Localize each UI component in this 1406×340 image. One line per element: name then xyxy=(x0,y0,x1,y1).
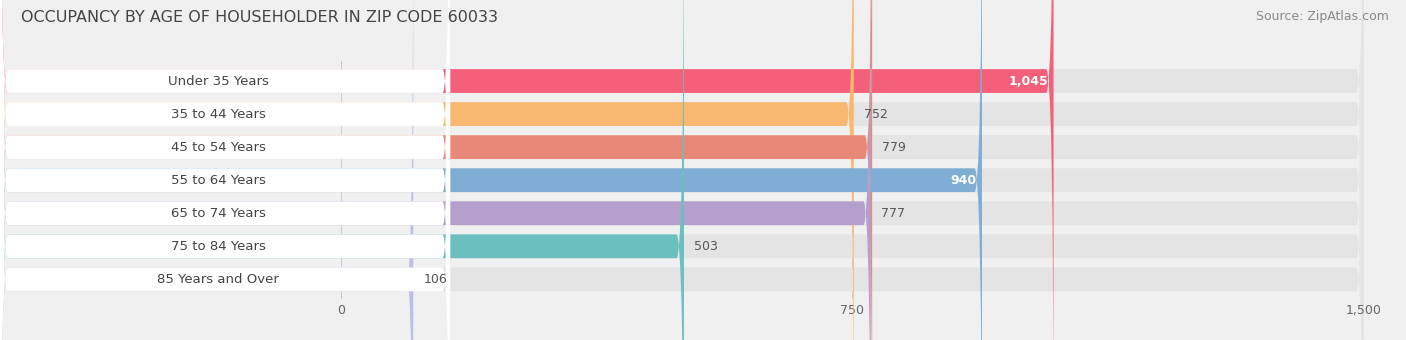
Text: 45 to 54 Years: 45 to 54 Years xyxy=(170,141,266,154)
FancyBboxPatch shape xyxy=(0,0,1053,340)
Text: Under 35 Years: Under 35 Years xyxy=(167,74,269,87)
FancyBboxPatch shape xyxy=(0,0,450,340)
Text: OCCUPANCY BY AGE OF HOUSEHOLDER IN ZIP CODE 60033: OCCUPANCY BY AGE OF HOUSEHOLDER IN ZIP C… xyxy=(21,10,498,25)
FancyBboxPatch shape xyxy=(0,0,853,340)
FancyBboxPatch shape xyxy=(0,0,870,340)
Text: 777: 777 xyxy=(882,207,905,220)
Text: 65 to 74 Years: 65 to 74 Years xyxy=(170,207,266,220)
FancyBboxPatch shape xyxy=(0,0,413,340)
Text: 106: 106 xyxy=(423,273,447,286)
FancyBboxPatch shape xyxy=(0,0,1364,340)
Text: Source: ZipAtlas.com: Source: ZipAtlas.com xyxy=(1256,10,1389,23)
FancyBboxPatch shape xyxy=(0,0,1364,340)
Text: 85 Years and Over: 85 Years and Over xyxy=(157,273,280,286)
Text: 779: 779 xyxy=(883,141,907,154)
FancyBboxPatch shape xyxy=(0,0,450,340)
FancyBboxPatch shape xyxy=(0,0,1364,340)
FancyBboxPatch shape xyxy=(0,0,450,340)
FancyBboxPatch shape xyxy=(0,0,450,340)
FancyBboxPatch shape xyxy=(0,0,1364,340)
FancyBboxPatch shape xyxy=(0,0,450,340)
FancyBboxPatch shape xyxy=(0,0,450,340)
FancyBboxPatch shape xyxy=(0,0,981,340)
FancyBboxPatch shape xyxy=(0,0,872,340)
FancyBboxPatch shape xyxy=(0,0,1364,340)
Text: 1,045: 1,045 xyxy=(1008,74,1047,87)
Text: 752: 752 xyxy=(863,107,887,121)
Text: 503: 503 xyxy=(695,240,718,253)
Text: 940: 940 xyxy=(950,174,977,187)
FancyBboxPatch shape xyxy=(0,0,1364,340)
FancyBboxPatch shape xyxy=(0,0,683,340)
FancyBboxPatch shape xyxy=(0,0,1364,340)
Text: 75 to 84 Years: 75 to 84 Years xyxy=(170,240,266,253)
Text: 55 to 64 Years: 55 to 64 Years xyxy=(170,174,266,187)
FancyBboxPatch shape xyxy=(0,0,450,340)
Text: 35 to 44 Years: 35 to 44 Years xyxy=(170,107,266,121)
